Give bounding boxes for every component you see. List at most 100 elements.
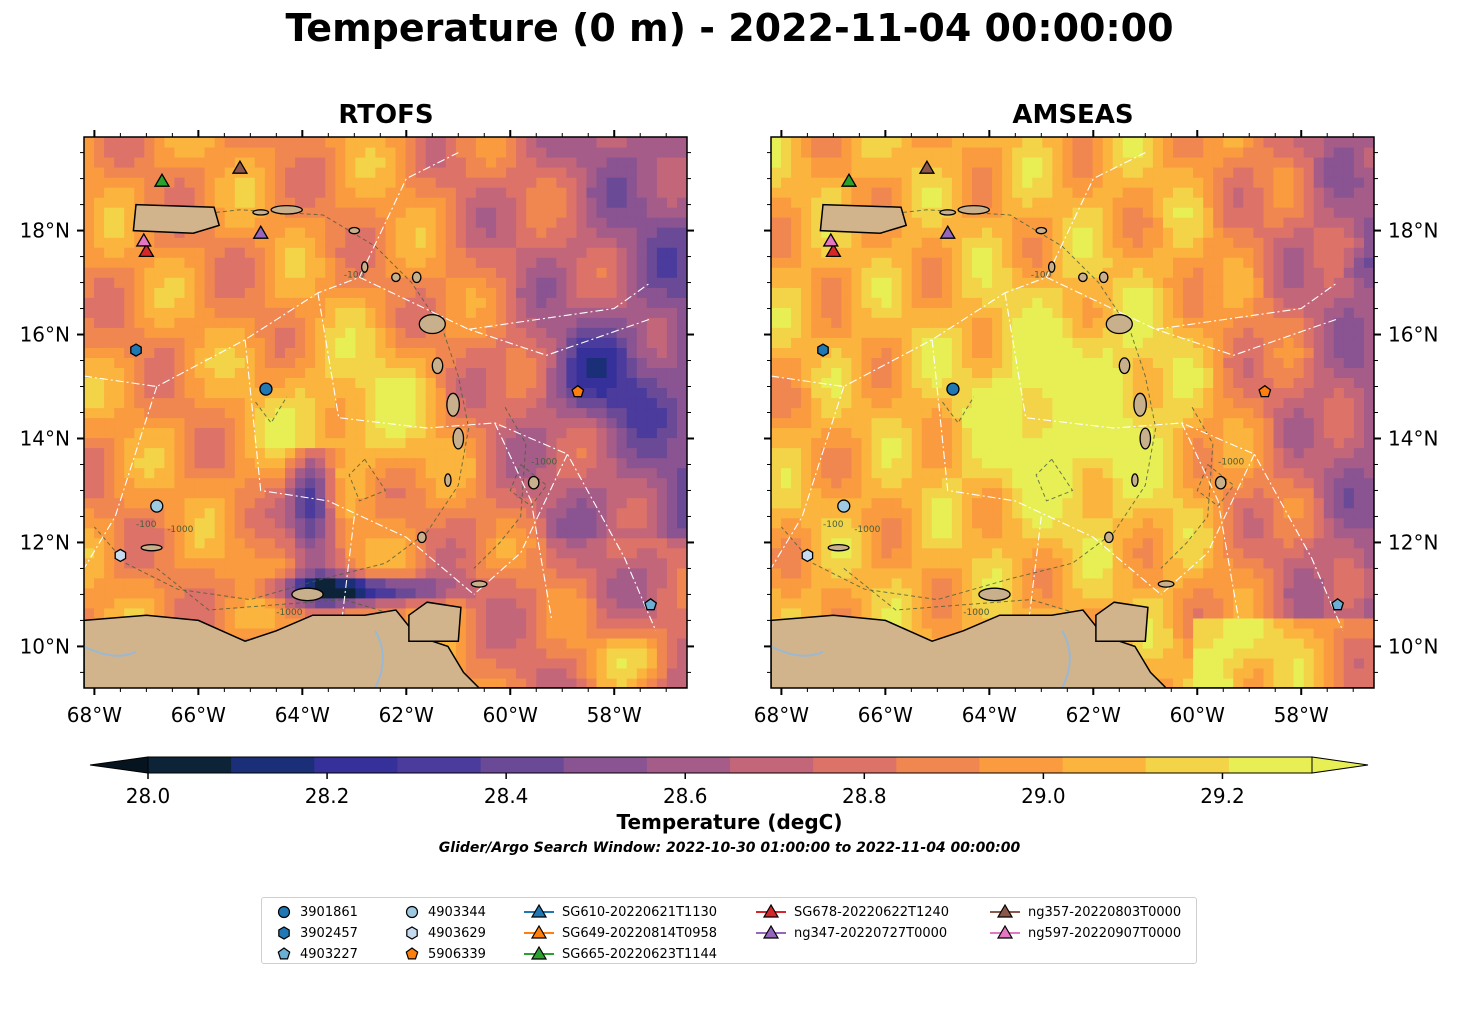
- field-cell: [586, 647, 598, 659]
- field-cell: [395, 467, 407, 479]
- field-cell: [425, 157, 437, 168]
- field-cell: [972, 257, 983, 268]
- field-cell: [596, 317, 608, 328]
- field-cell: [841, 567, 853, 579]
- field-cell: [941, 277, 953, 288]
- field-cell: [1022, 367, 1033, 378]
- field-cell: [516, 407, 527, 419]
- field-cell: [921, 227, 933, 238]
- field-cell: [972, 377, 983, 388]
- field-cell: [677, 637, 687, 649]
- field-cell: [395, 337, 407, 348]
- field-cell: [576, 457, 588, 469]
- field-cell: [801, 177, 812, 188]
- field-cell: [606, 517, 618, 529]
- field-cell: [184, 337, 196, 348]
- field-cell: [315, 247, 326, 258]
- field-cell: [666, 517, 678, 529]
- field-cell: [325, 327, 336, 338]
- field-cell: [144, 357, 155, 368]
- field-cell: [656, 427, 668, 439]
- field-cell: [656, 377, 668, 388]
- field-cell: [425, 427, 437, 439]
- field-cell: [801, 587, 812, 599]
- field-cell: [355, 397, 367, 409]
- field-cell: [831, 537, 842, 549]
- field-cell: [285, 367, 296, 378]
- field-cell: [345, 607, 356, 619]
- field-cell: [204, 397, 216, 409]
- field-cell: [355, 257, 367, 268]
- field-cell: [1012, 587, 1023, 599]
- field-cell: [385, 357, 397, 368]
- field-cell: [901, 277, 913, 288]
- field-cell: [771, 297, 782, 308]
- field-cell: [134, 577, 145, 589]
- field-cell: [576, 668, 588, 679]
- land: [132, 203, 221, 234]
- field-cell: [586, 167, 598, 178]
- field-cell: [606, 227, 618, 238]
- field-cell: [962, 257, 973, 268]
- field-cell: [536, 397, 547, 409]
- island: [470, 580, 488, 588]
- field-cell: [264, 437, 276, 449]
- field-cell: [264, 217, 276, 228]
- field-cell: [951, 467, 963, 479]
- field-cell: [264, 547, 276, 559]
- field-cell: [626, 387, 638, 399]
- field-cell: [114, 247, 125, 258]
- field-cell: [536, 637, 547, 649]
- field-cell: [951, 177, 963, 188]
- field-cell: [184, 237, 196, 248]
- field-cell: [84, 587, 95, 599]
- bathymetry-contour: [255, 396, 288, 424]
- field-cell: [345, 427, 356, 439]
- field-cell: [84, 517, 95, 529]
- field-cell: [194, 527, 206, 539]
- field-cell: [244, 407, 256, 419]
- field-cell: [616, 467, 628, 479]
- field-cell: [536, 347, 547, 358]
- field-cell: [335, 187, 346, 198]
- field-cell: [771, 267, 782, 278]
- field-cell: [801, 297, 812, 308]
- river: [374, 630, 384, 688]
- field-cell: [982, 327, 993, 338]
- field-cell: [94, 377, 105, 388]
- field-cell: [801, 287, 812, 298]
- field-cell: [821, 467, 832, 479]
- field-cell: [375, 217, 387, 228]
- field-cell: [335, 297, 346, 308]
- field-cell: [821, 507, 832, 519]
- field-cell: [506, 447, 517, 459]
- field-cell: [666, 167, 678, 178]
- field-cell: [851, 287, 863, 298]
- field-cell: [666, 237, 678, 248]
- field-cell: [931, 177, 943, 188]
- field-cell: [315, 147, 326, 158]
- field-cell: [781, 477, 792, 489]
- field-cell: [526, 157, 537, 168]
- panel-title-rtofs: RTOFS: [338, 100, 434, 130]
- field-cell: [536, 567, 547, 579]
- field-cell: [506, 267, 517, 278]
- field-cell: [921, 437, 933, 449]
- field-cell: [646, 497, 658, 509]
- field-cell: [84, 307, 95, 318]
- field-cell: [425, 367, 437, 378]
- field-cell: [496, 237, 507, 248]
- field-cell: [656, 607, 668, 619]
- field-cell: [921, 397, 933, 409]
- field-cell: [841, 257, 853, 268]
- field-cell: [345, 307, 356, 318]
- field-cell: [1032, 417, 1043, 429]
- field-cell: [566, 517, 578, 529]
- field-cell: [506, 457, 517, 469]
- field-cell: [516, 137, 527, 148]
- field-cell: [84, 277, 95, 288]
- field-cell: [154, 287, 165, 298]
- field-cell: [154, 437, 165, 449]
- field-cell: [214, 537, 226, 549]
